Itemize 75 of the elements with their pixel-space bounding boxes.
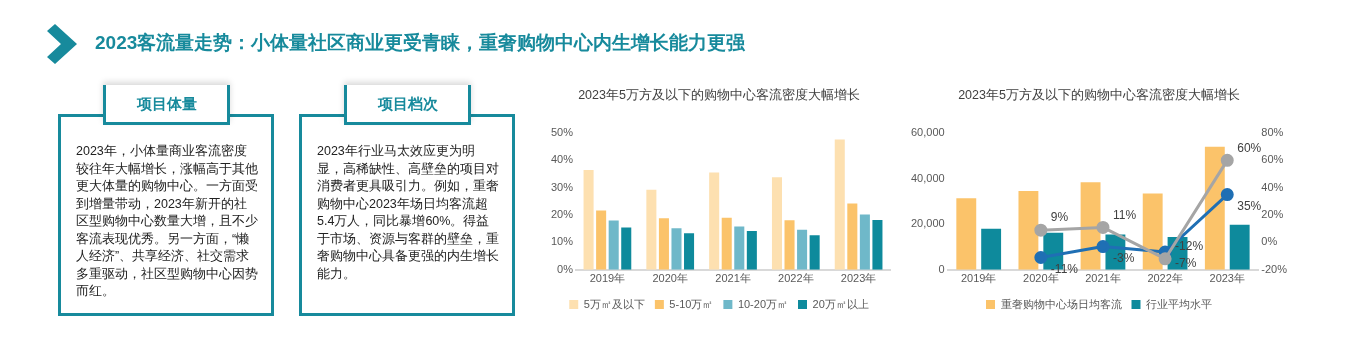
text: 项目体量 <box>103 85 230 125</box>
y2-tick-label: 80% <box>1261 126 1284 139</box>
y-tick-label: 40% <box>550 153 574 166</box>
legend-label: 5-10万㎡ <box>669 297 714 310</box>
bar <box>596 210 607 270</box>
bar <box>658 218 669 270</box>
chart-title: 2023年5万方及以下的购物中心客流密度大幅增长 <box>958 86 1240 102</box>
x-tick-label: 2019年 <box>589 272 626 285</box>
text: 项目档次 <box>344 85 471 125</box>
bar <box>847 203 858 270</box>
bar <box>721 217 732 270</box>
data-label: 60% <box>1237 140 1262 155</box>
bar <box>981 228 1002 270</box>
y-tick-label: 60,000 <box>910 126 945 139</box>
x-tick-label: 2022年 <box>778 272 814 285</box>
bar <box>784 220 795 270</box>
point <box>1096 240 1110 254</box>
y2-tick-label: 60% <box>1261 153 1284 166</box>
x-tick-label: 2019年 <box>960 272 997 285</box>
point <box>1158 252 1172 266</box>
y-tick-label: 20,000 <box>910 217 945 230</box>
bar <box>746 230 757 270</box>
x-tick-label: 2021年 <box>1085 272 1121 285</box>
legend-label: 重奢购物中心场日均客流 <box>1000 297 1122 310</box>
chart-title: 2023年5万方及以下的购物中心客流密度大幅增长 <box>578 86 860 102</box>
x-tick-label: 2023年 <box>840 272 877 285</box>
x-tick-label: 2022年 <box>1147 272 1183 285</box>
y-tick-label: 50% <box>550 126 574 139</box>
y2-tick-label: 40% <box>1261 180 1284 193</box>
bar <box>608 220 619 270</box>
y-tick-label: 40,000 <box>910 171 945 184</box>
bar <box>797 229 808 270</box>
y2-tick-label: -20% <box>1261 262 1288 275</box>
bar <box>872 220 883 270</box>
data-label: 9% <box>1050 210 1069 225</box>
bar <box>671 228 682 270</box>
point <box>1220 188 1234 202</box>
bar <box>859 214 870 270</box>
y-tick-label: 30% <box>550 180 574 193</box>
bar <box>621 227 632 270</box>
x-tick-label: 2021年 <box>715 272 751 285</box>
text: 2023年行业马太效应更为明显，高稀缺性、高壁垒的项目对消费者更具吸引力。例如，重奢购物中心2023年场日均客流超5.4万人，同比暴增60%。得益于市场、资源与客群的壁垒，重奢购物中心具备更强的内生增长能力。 <box>317 143 499 283</box>
point <box>1096 220 1110 234</box>
x-tick-label: 2020年 <box>652 272 688 285</box>
y2-tick-label: 20% <box>1261 208 1284 221</box>
bar <box>583 169 594 270</box>
legend-label: 20万㎡以上 <box>812 297 869 310</box>
y-tick-label: 0 <box>938 262 945 275</box>
legend-label: 10-20万㎡ <box>737 297 789 310</box>
bar <box>646 189 657 270</box>
x-tick-label: 2023年 <box>1209 272 1245 285</box>
x-tick-label: 2020年 <box>1023 272 1059 285</box>
bar <box>956 198 977 270</box>
y-tick-label: 10% <box>550 235 574 248</box>
y-tick-label: 0% <box>557 262 574 275</box>
data-label: 11% <box>1112 207 1137 222</box>
legend-label: 5万㎡及以下 <box>583 297 645 310</box>
bar <box>771 177 782 270</box>
bar <box>684 233 695 270</box>
bar <box>1018 190 1039 270</box>
point <box>1034 223 1048 237</box>
bar <box>1229 224 1250 270</box>
point <box>1220 153 1234 167</box>
bar <box>809 235 820 270</box>
data-label: 35% <box>1237 198 1262 213</box>
y-tick-label: 20% <box>550 208 574 221</box>
point <box>1034 250 1048 264</box>
bar <box>1142 193 1163 270</box>
y2-tick-label: 0% <box>1261 235 1278 248</box>
bar <box>834 139 845 270</box>
bar <box>709 172 720 270</box>
legend-label: 行业平均水平 <box>1146 297 1212 310</box>
text: 2023客流量走势：小体量社区商业更受青睐，重奢购物中心内生增长能力更强 <box>95 31 746 55</box>
text: 2023年，小体量商业客流密度较往年大幅增长，涨幅高于其他更大体量的购物中心。一方面受到增量带动，2023年新开的社区型购物中心数量大增，且不少客流表现优秀。另一方面，“懒人经济”、共享经济、社交需求多重驱动，社区型购物中心因势而红。 <box>76 144 258 298</box>
bar <box>734 226 745 270</box>
